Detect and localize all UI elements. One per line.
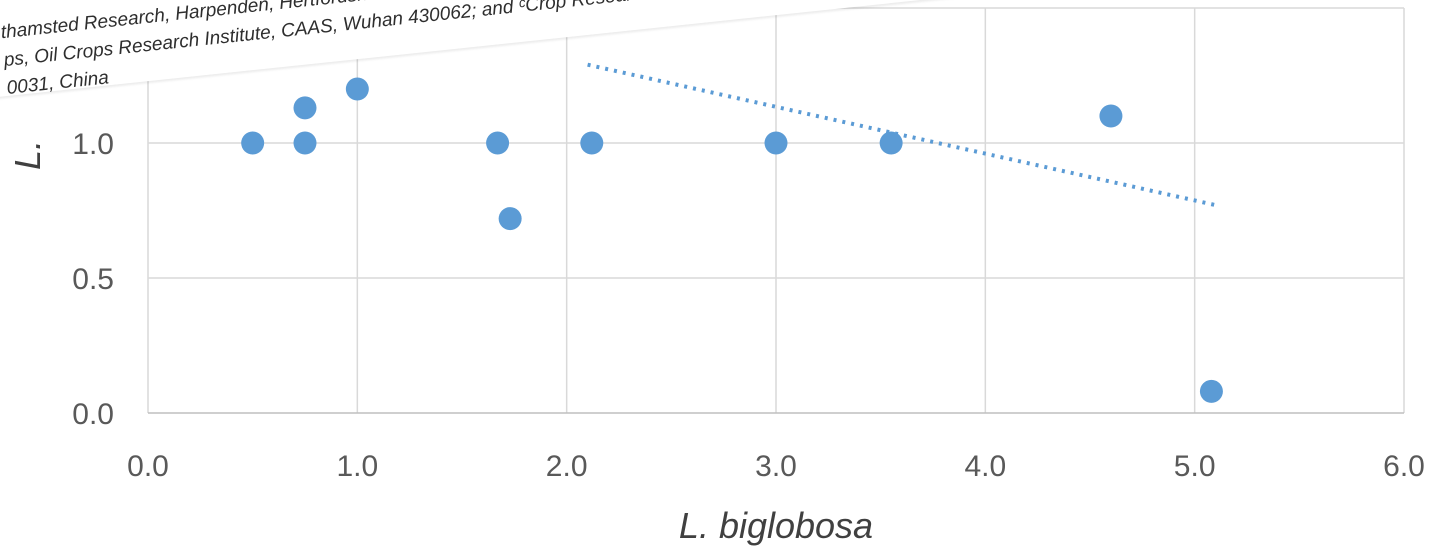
x-tick-label: 0.0 bbox=[127, 450, 169, 483]
data-point bbox=[293, 131, 317, 155]
x-tick-label: 4.0 bbox=[964, 450, 1006, 483]
tick-labels: 0.0 1.0 2.0 3.0 4.0 5.0 6.0 0.0 0.5 1.0 bbox=[72, 128, 1425, 483]
x-tick-label: 1.0 bbox=[336, 450, 378, 483]
data-points bbox=[241, 77, 1223, 403]
grid-lines bbox=[147, 7, 1405, 414]
data-point bbox=[580, 131, 604, 155]
data-point bbox=[764, 131, 788, 155]
x-axis-title: L. biglobosa bbox=[679, 505, 873, 546]
trendline-group bbox=[587, 62, 1217, 208]
y-tick-label: 1.0 bbox=[72, 128, 114, 161]
x-tick-label: 6.0 bbox=[1383, 450, 1425, 483]
trendline bbox=[587, 62, 1217, 208]
y-tick-label: 0.5 bbox=[72, 263, 114, 296]
y-tick-label: 0.0 bbox=[72, 398, 114, 431]
data-point bbox=[486, 131, 510, 155]
data-point bbox=[241, 131, 265, 155]
data-point bbox=[879, 131, 903, 155]
y-axis-title: L. bbox=[7, 140, 48, 170]
data-point bbox=[498, 207, 522, 231]
data-point bbox=[345, 77, 369, 101]
x-tick-label: 3.0 bbox=[755, 450, 797, 483]
data-point bbox=[293, 96, 317, 120]
data-point bbox=[1099, 104, 1123, 128]
data-point bbox=[1199, 379, 1223, 403]
x-tick-label: 5.0 bbox=[1174, 450, 1216, 483]
x-tick-label: 2.0 bbox=[546, 450, 588, 483]
